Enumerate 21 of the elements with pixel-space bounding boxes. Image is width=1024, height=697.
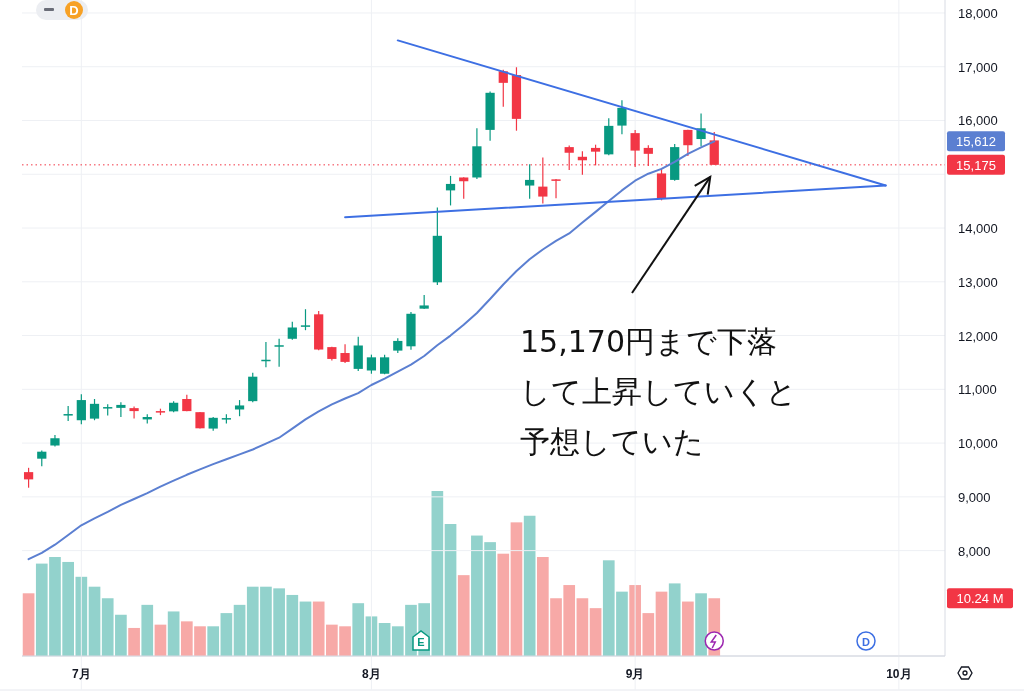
ref-line-label: 15,175 bbox=[956, 157, 996, 173]
x-tick-label: 7月 bbox=[71, 667, 91, 681]
annotation: E bbox=[417, 636, 425, 648]
annotation: D bbox=[69, 3, 79, 18]
y-tick-label: 8,000 bbox=[958, 543, 991, 559]
x-tick-label: 9月 bbox=[625, 667, 645, 681]
y-tick-label: 11,000 bbox=[958, 382, 997, 398]
annotation: D bbox=[862, 636, 871, 648]
y-tick-label: 10,000 bbox=[958, 436, 998, 452]
y-tick-label: 9,000 bbox=[958, 489, 991, 505]
x-tick-label: 10月 bbox=[886, 667, 912, 681]
y-tick-label: 12,000 bbox=[958, 328, 998, 344]
annotation: 15,170円まで下落して上昇していくと予想していた bbox=[520, 324, 797, 459]
y-tick-label: 14,000 bbox=[958, 221, 998, 237]
text: 15,612 bbox=[956, 134, 996, 150]
y-tick-label: 18,000 bbox=[958, 5, 998, 21]
y-tick-label: 16,000 bbox=[958, 113, 998, 129]
y-tick-label: 13,000 bbox=[958, 274, 998, 290]
text: 10.24 M bbox=[956, 591, 1004, 607]
y-tick-label: 17,000 bbox=[958, 59, 998, 75]
x-tick-label: 8月 bbox=[362, 667, 381, 681]
